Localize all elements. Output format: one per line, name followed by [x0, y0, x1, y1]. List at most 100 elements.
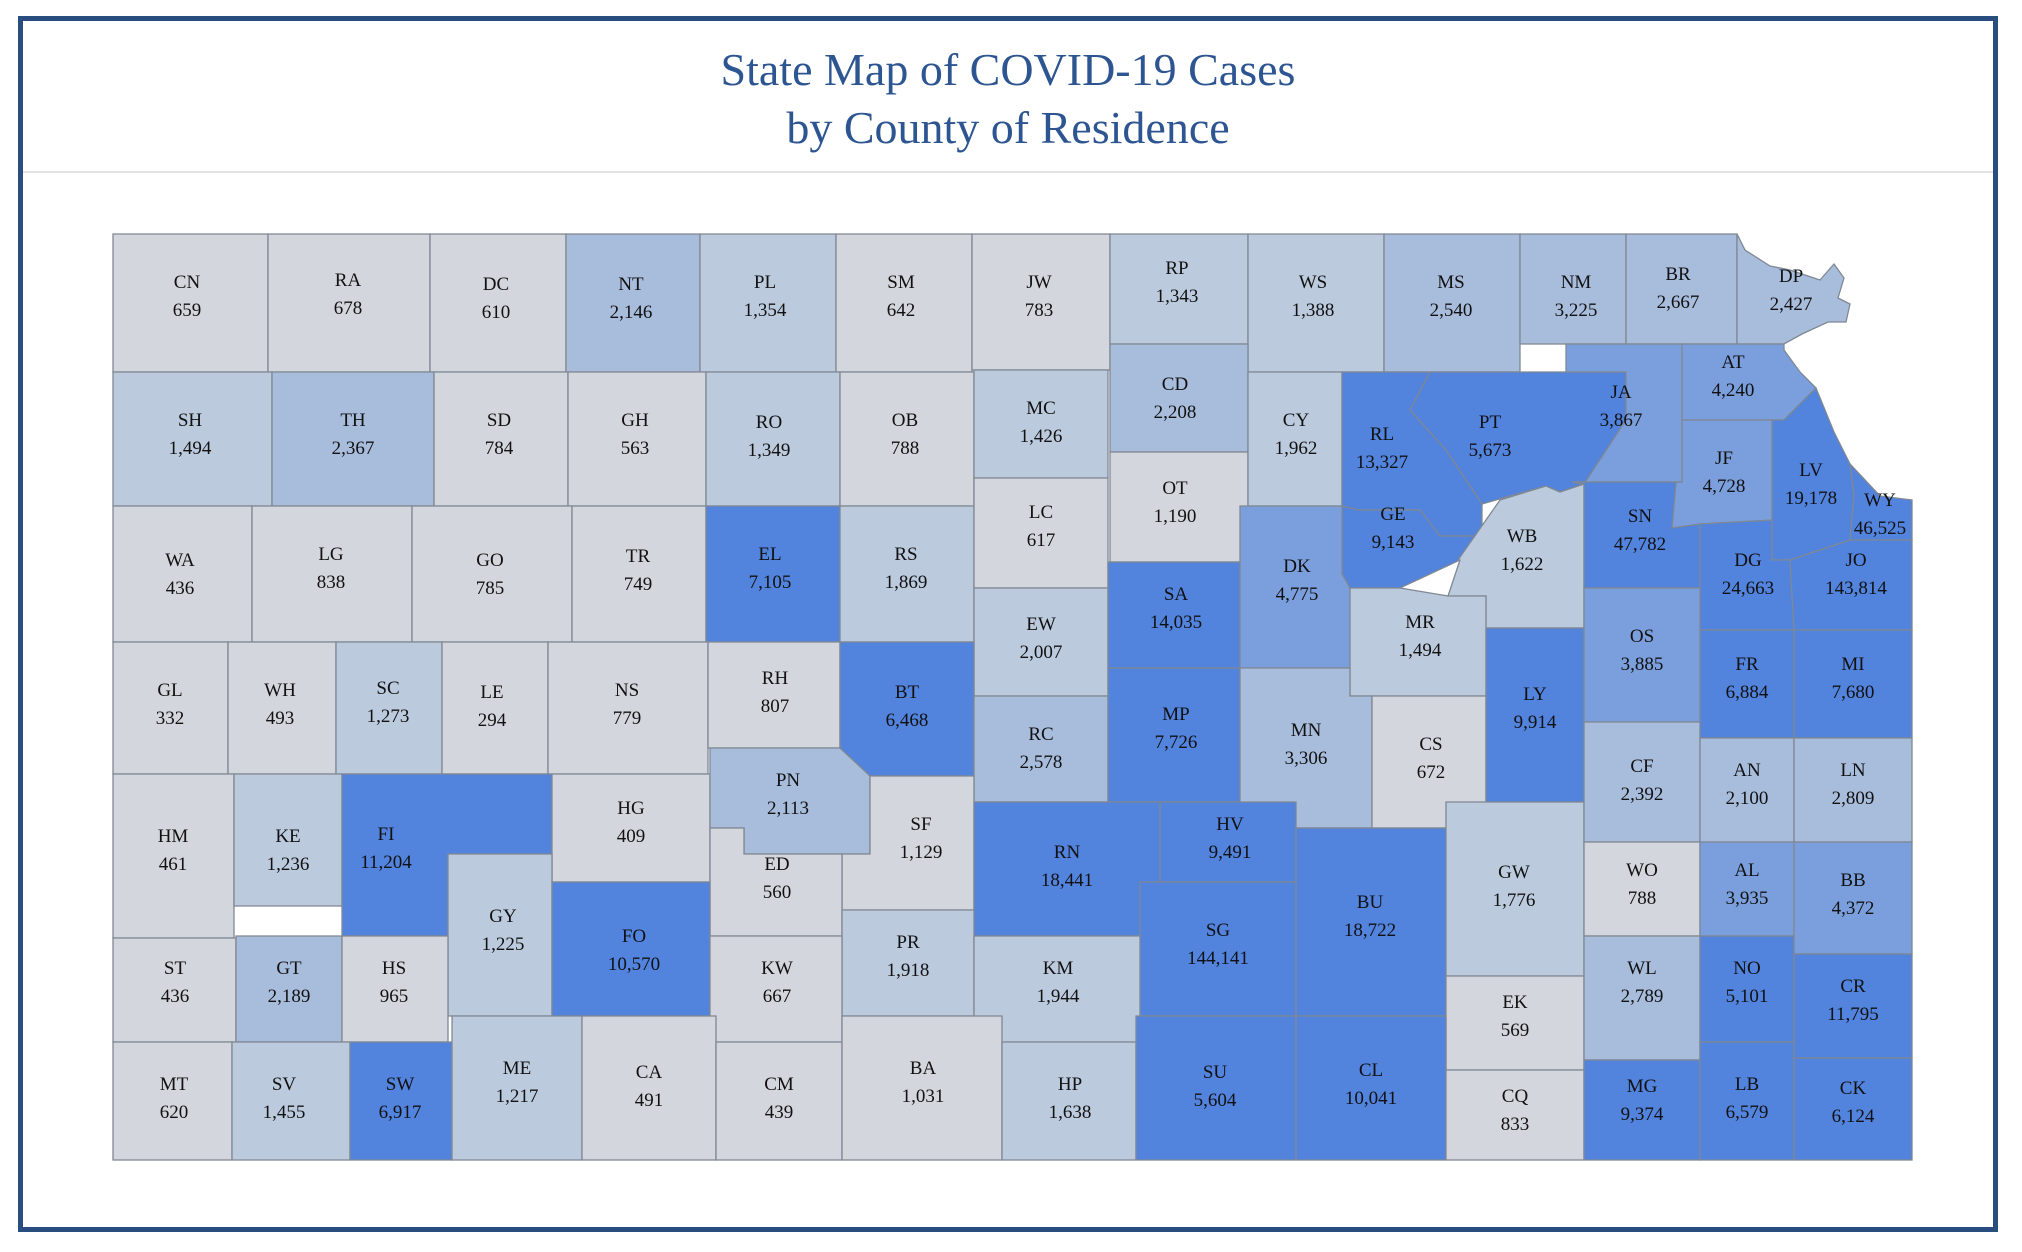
county-abbr-hp: HP [1058, 1074, 1082, 1095]
county-cases-gt: 2,189 [268, 986, 311, 1007]
county-cases-lb: 6,579 [1726, 1102, 1769, 1123]
county-shape-mt [112, 1041, 233, 1161]
county-shapes [112, 233, 1913, 1161]
county-cases-sd: 784 [485, 438, 514, 459]
county-cases-pn: 2,113 [767, 798, 809, 819]
county-abbr-lg: LG [318, 544, 344, 565]
county-abbr-sd: SD [487, 410, 511, 431]
county-cases-tr: 749 [624, 574, 653, 595]
county-abbr-dc: DC [483, 274, 509, 295]
county-cases-nt: 2,146 [610, 302, 653, 323]
county-abbr-rc: RC [1028, 724, 1053, 745]
county-abbr-jw: JW [1026, 272, 1051, 293]
county-cases-rh: 807 [761, 696, 790, 717]
county-cases-cy: 1,962 [1275, 438, 1318, 459]
county-shape-fo [551, 881, 711, 1017]
county-abbr-me: ME [503, 1058, 532, 1079]
county-cases-sm: 642 [887, 300, 916, 321]
county-cases-ek: 569 [1501, 1020, 1530, 1041]
county-abbr-gw: GW [1498, 862, 1530, 883]
county-cases-ns: 779 [613, 708, 642, 729]
county-cases-rn: 18,441 [1041, 870, 1093, 891]
county-shape-dp [1736, 233, 1851, 345]
county-cases-gh: 563 [621, 438, 650, 459]
county-cases-nm: 3,225 [1555, 300, 1598, 321]
county-cases-fi: 11,204 [360, 852, 412, 873]
county-abbr-mt: MT [160, 1074, 189, 1095]
county-shape-gw [1445, 801, 1585, 977]
county-cases-pl: 1,354 [744, 300, 787, 321]
county-abbr-pt: PT [1479, 412, 1502, 433]
county-abbr-ke: KE [275, 826, 300, 847]
county-abbr-el: EL [758, 544, 781, 565]
county-shape-mc [973, 369, 1109, 479]
county-abbr-cm: CM [764, 1074, 794, 1095]
county-cases-rl: 13,327 [1356, 452, 1408, 473]
county-shape-ro [705, 371, 841, 507]
county-abbr-ca: CA [636, 1062, 663, 1083]
county-cases-jw: 783 [1025, 300, 1054, 321]
county-abbr-nt: NT [618, 274, 644, 295]
county-cases-wh: 493 [266, 708, 295, 729]
county-shape-rh [707, 641, 841, 749]
county-abbr-mc: MC [1026, 398, 1056, 419]
county-cases-gl: 332 [156, 708, 185, 729]
county-cases-cr: 11,795 [1827, 1004, 1879, 1025]
county-cases-ot: 1,190 [1154, 506, 1197, 527]
county-abbr-an: AN [1733, 760, 1761, 781]
county-abbr-jf: JF [1715, 448, 1733, 469]
county-cases-os: 3,885 [1621, 654, 1664, 675]
county-cases-cn: 659 [173, 300, 202, 321]
county-abbr-lb: LB [1735, 1074, 1759, 1095]
county-cases-cf: 2,392 [1621, 784, 1664, 805]
county-cases-hs: 965 [380, 986, 409, 1007]
county-abbr-ge: GE [1380, 504, 1405, 525]
county-abbr-pr: PR [896, 932, 920, 953]
county-abbr-gy: GY [489, 906, 517, 927]
county-abbr-ro: RO [756, 412, 782, 433]
county-shape-bt [839, 641, 975, 777]
county-cases-wo: 788 [1628, 888, 1657, 909]
map-title-line-2: by County of Residence [786, 102, 1230, 153]
county-cases-mi: 7,680 [1832, 682, 1875, 703]
county-cases-mn: 3,306 [1285, 748, 1328, 769]
county-abbr-dk: DK [1283, 556, 1311, 577]
county-cases-cq: 833 [1501, 1114, 1530, 1135]
county-abbr-al: AL [1734, 860, 1759, 881]
county-cases-sg: 144,141 [1187, 948, 1249, 969]
county-abbr-nm: NM [1561, 272, 1592, 293]
county-cases-dp: 2,427 [1770, 294, 1813, 315]
county-abbr-sh: SH [178, 410, 203, 431]
county-abbr-pn: PN [776, 770, 801, 791]
county-cases-wb: 1,622 [1501, 554, 1544, 575]
county-cases-lg: 838 [317, 572, 346, 593]
county-abbr-wa: WA [165, 550, 195, 571]
county-cases-ge: 9,143 [1372, 532, 1415, 553]
county-abbr-ew: EW [1026, 614, 1056, 635]
county-abbr-wo: WO [1626, 860, 1658, 881]
county-abbr-gl: GL [157, 680, 182, 701]
county-abbr-wh: WH [264, 680, 296, 701]
county-cases-ms: 2,540 [1430, 300, 1473, 321]
county-abbr-mr: MR [1405, 612, 1435, 633]
map-title-line-1: State Map of COVID-19 Cases [720, 44, 1296, 95]
county-cases-le: 294 [478, 710, 507, 731]
county-abbr-jo: JO [1845, 550, 1866, 571]
county-abbr-ws: WS [1299, 272, 1328, 293]
county-cases-mr: 1,494 [1399, 640, 1442, 661]
county-abbr-ns: NS [615, 680, 639, 701]
county-abbr-ba: BA [910, 1058, 937, 1079]
county-abbr-cr: CR [1840, 976, 1866, 997]
county-cases-ra: 678 [334, 298, 363, 319]
county-cases-jo: 143,814 [1825, 578, 1887, 599]
county-abbr-sf: SF [910, 814, 931, 835]
county-cases-pt: 5,673 [1469, 440, 1512, 461]
county-abbr-tr: TR [626, 546, 651, 567]
county-abbr-fr: FR [1735, 654, 1759, 675]
county-cases-cl: 10,041 [1345, 1088, 1397, 1109]
county-cases-no: 5,101 [1726, 986, 1769, 1007]
county-cases-bb: 4,372 [1832, 898, 1875, 919]
county-cases-hm: 461 [159, 854, 188, 875]
county-abbr-br: BR [1665, 264, 1691, 285]
county-cases-ck: 6,124 [1832, 1106, 1875, 1127]
